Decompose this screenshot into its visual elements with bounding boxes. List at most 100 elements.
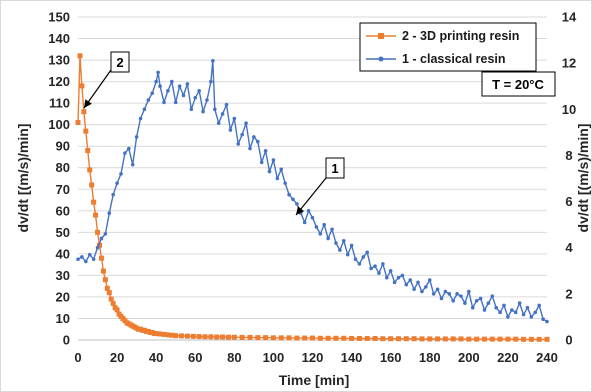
classical-resin-point — [334, 241, 338, 245]
classical-resin-point — [392, 280, 397, 285]
y-left-tick-label: 110 — [49, 96, 70, 111]
classical-resin-point — [212, 107, 217, 112]
classical-resin-point — [369, 266, 373, 271]
3d-printing-resin-point — [190, 333, 196, 339]
classical-resin-point — [156, 70, 160, 75]
classical-resin-point — [302, 220, 307, 225]
callout-1-box — [325, 157, 345, 179]
classical-resin-point — [318, 232, 323, 236]
series-layer — [75, 53, 550, 342]
3d-printing-resin-point — [419, 336, 425, 342]
y-left-tick-label: 120 — [48, 74, 70, 89]
classical-resin-point — [349, 243, 354, 248]
3d-printing-resin-point — [96, 242, 102, 248]
classical-resin-point — [345, 252, 350, 257]
3d-printing-resin-point — [310, 335, 315, 341]
3d-printing-resin-point — [153, 331, 159, 337]
y-left-tick-label: 80 — [56, 160, 70, 175]
classical-resin-point — [170, 79, 174, 84]
classical-resin-point — [267, 169, 272, 174]
classical-resin-point — [314, 225, 319, 229]
classical-resin-point — [134, 135, 139, 139]
classical-resin-point — [506, 315, 510, 319]
3d-printing-resin-point — [317, 335, 323, 341]
3d-printing-resin-point — [372, 335, 378, 341]
classical-resin-point — [197, 89, 201, 93]
classical-resin-point — [224, 102, 229, 107]
3d-printing-resin-point — [208, 334, 214, 340]
classical-resin-point — [451, 298, 456, 303]
classical-resin-point — [76, 257, 80, 262]
3d-printing-resin-point — [95, 229, 101, 235]
classical-resin-point — [377, 271, 381, 275]
classical-resin-point — [388, 268, 393, 273]
3d-printing-resin-point — [489, 336, 495, 342]
y-axis-left-title: dv/dt [(m/s)/min] — [15, 124, 31, 233]
y-right-tick-label: 8 — [565, 148, 572, 163]
legend-label-series-2: 2 - 3D printing resin — [402, 29, 519, 43]
classical-resin-point — [420, 289, 424, 294]
classical-resin-point — [209, 79, 213, 84]
classical-resin-point — [478, 296, 483, 301]
3d-printing-resin-point — [173, 333, 179, 339]
classical-resin-point — [232, 116, 237, 121]
3d-printing-resin-point — [214, 334, 220, 340]
classical-resin-point — [486, 301, 491, 305]
classical-resin-point — [150, 91, 155, 95]
3d-printing-resin-point — [325, 335, 331, 341]
3d-printing-resin-point — [77, 53, 83, 59]
3d-printing-resin-point — [81, 109, 87, 115]
callout-1-arrowhead — [296, 206, 305, 215]
classical-resin-point — [162, 100, 166, 105]
classical-resin-point — [498, 310, 502, 315]
x-tick-label: 20 — [110, 350, 124, 365]
classical-resin-point — [533, 310, 538, 315]
classical-resin-point — [361, 255, 366, 259]
x-tick-label: 0 — [74, 350, 81, 365]
classical-resin-point — [494, 305, 498, 310]
classical-resin-point — [455, 292, 459, 296]
classical-resin-point — [353, 257, 358, 262]
classical-resin-point — [435, 287, 440, 292]
y-left-tick-label: 130 — [48, 53, 70, 68]
x-tick-label: 80 — [227, 350, 241, 365]
3d-printing-resin-point — [435, 336, 441, 342]
classical-resin-point — [154, 79, 158, 84]
3d-printing-resin-point — [458, 336, 464, 342]
classical-resin-point — [541, 317, 545, 322]
y-left-tick-label: 30 — [56, 268, 70, 283]
classical-resin-point — [306, 209, 311, 213]
y-left-tick-label: 50 — [56, 225, 70, 240]
classical-resin-point — [87, 252, 92, 257]
3d-printing-resin-point — [497, 336, 503, 342]
classical-resin-point — [80, 255, 84, 259]
classical-resin-point — [427, 278, 432, 282]
3d-printing-resin-point — [270, 335, 276, 341]
3d-printing-resin-point — [278, 335, 284, 341]
3d-printing-resin-point — [302, 335, 308, 341]
classical-resin-point — [502, 303, 506, 308]
3d-printing-resin-point — [388, 336, 394, 342]
classical-resin-point — [310, 215, 315, 220]
classical-resin-point — [189, 107, 194, 112]
classical-resin-point — [279, 167, 284, 172]
3d-printing-resin-point — [255, 335, 261, 341]
classical-resin-point — [166, 89, 170, 93]
classical-resin-point — [244, 121, 248, 125]
3d-printing-resin-point — [349, 335, 355, 341]
classical-resin-point — [123, 151, 127, 155]
y-axis-right-title: dv/dt [(m/s)/min] — [575, 124, 591, 233]
3d-printing-resin-point — [364, 335, 370, 341]
classical-resin-point — [248, 146, 252, 151]
3d-printing-resin-point — [263, 335, 269, 341]
y-right-tick-label: 6 — [565, 194, 572, 209]
classical-resin-point — [322, 222, 327, 227]
y-left-tick-label: 150 — [48, 10, 70, 25]
3d-printing-resin-point — [481, 336, 487, 342]
classical-resin-point — [158, 84, 162, 89]
classical-resin-point — [291, 197, 295, 202]
3d-printing-resin-point — [75, 120, 81, 126]
classical-resin-point — [295, 202, 299, 206]
classical-resin-point — [384, 275, 389, 280]
classical-resin-point — [482, 308, 487, 312]
